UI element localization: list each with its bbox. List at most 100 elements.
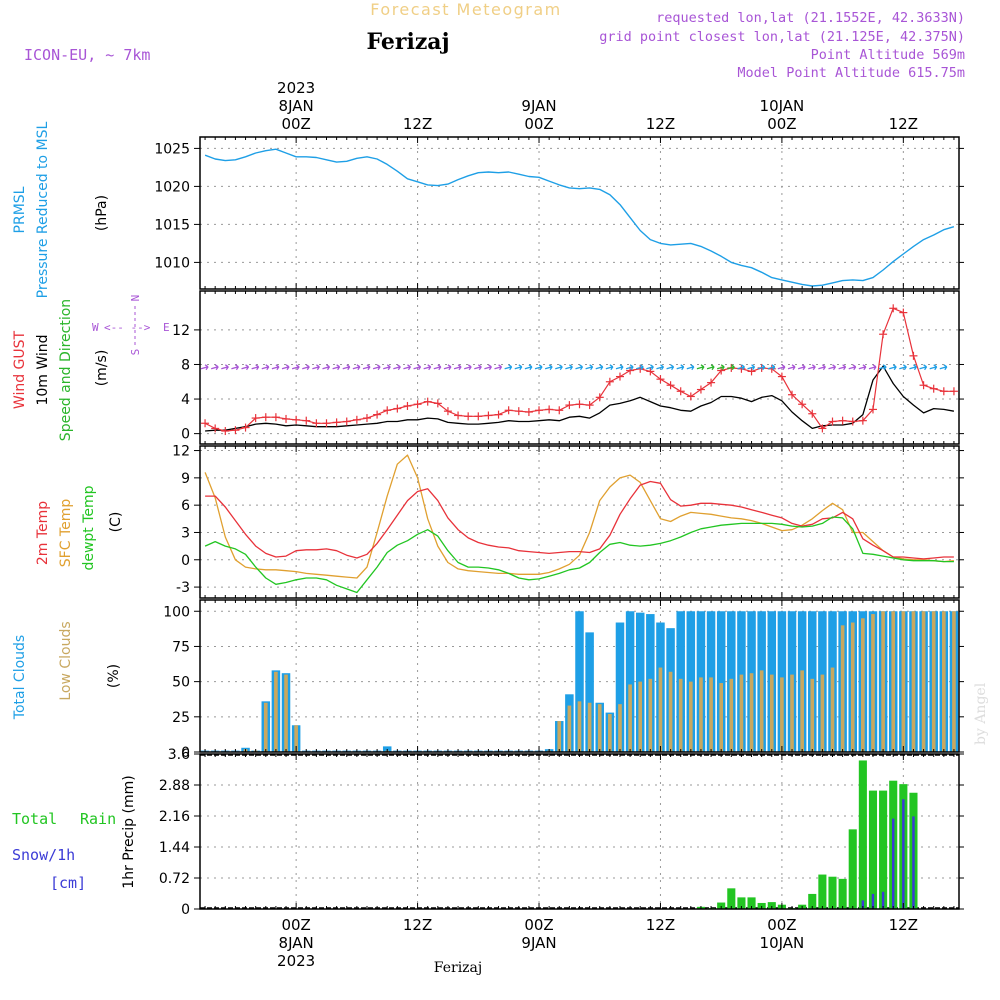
- cloud-low-bar: [618, 704, 622, 752]
- wind-label-gust: Wind GUST: [12, 330, 28, 409]
- clouds-label-total: Total Clouds: [12, 635, 28, 720]
- cloud-low-bar: [800, 670, 804, 752]
- precip-ytick-label: 2.88: [159, 778, 190, 794]
- wind-direction-arrow: [443, 364, 452, 371]
- precip-snow-bar: [912, 816, 915, 909]
- cloud-total-bar: [585, 632, 594, 752]
- wind-gust-marker: [201, 419, 210, 428]
- precip-rain-bar: [818, 874, 827, 909]
- wind-gust-marker: [696, 385, 705, 394]
- wind-label-10m: 10m Wind: [35, 334, 51, 405]
- wind-direction-arrow: [231, 364, 239, 371]
- wind-direction-arrow: [291, 364, 300, 371]
- wind-gust-marker: [383, 406, 392, 415]
- wind-gust-marker: [221, 427, 230, 436]
- wind-direction-arrow: [686, 364, 695, 371]
- wind-gust-marker: [373, 410, 382, 419]
- wind-gust-marker: [454, 411, 463, 420]
- time-label-bottom: 12Z: [403, 916, 432, 934]
- cloud-low-bar: [769, 674, 774, 752]
- wind-gust-marker: [342, 417, 351, 426]
- wind-gust-marker: [484, 411, 493, 420]
- wind-gust-marker: [879, 330, 888, 339]
- precip-snow-bar: [861, 900, 865, 909]
- precip-snow-bar: [902, 799, 905, 909]
- precip-rain-bar: [879, 790, 888, 909]
- wind-unit: (m/s): [94, 350, 110, 387]
- time-label-top: 2023: [277, 79, 315, 97]
- location-title: Ferizaj: [366, 29, 449, 55]
- wind-gust-marker: [707, 378, 716, 387]
- clouds-frame: [199, 599, 960, 753]
- wind-direction-arrow: [676, 364, 685, 371]
- wind-gust-marker: [798, 400, 807, 409]
- wind-direction-arrow: [393, 364, 401, 371]
- cloud-low-bar: [587, 702, 592, 752]
- wind-direction-arrow: [504, 364, 513, 371]
- time-label-top: 00Z: [524, 115, 553, 133]
- clouds-label-low: Low Clouds: [58, 621, 74, 700]
- cloud-low-bar: [780, 677, 784, 752]
- compass-s: S: [129, 349, 142, 356]
- wind-direction-arrow: [575, 364, 584, 371]
- wind-direction-arrow: [706, 364, 715, 371]
- compass-e: E: [163, 321, 170, 334]
- info-point-altitude: Point Altitude 569m: [811, 47, 965, 63]
- info-grid-point: grid point closest lon,lat (21.125E, 42.…: [599, 29, 965, 45]
- wind-gust-marker: [747, 367, 756, 376]
- wind-gust-marker: [524, 408, 533, 417]
- temperature-ytick-label: 6: [181, 498, 190, 514]
- cloud-low-bar: [709, 677, 713, 752]
- info-requested: requested lon,lat (21.1552E, 42.3633N): [656, 10, 965, 26]
- wind-gust-marker: [788, 390, 797, 399]
- wind-gust-marker: [423, 397, 432, 406]
- precip-rain-bar: [848, 829, 857, 909]
- wind-gust-marker: [352, 415, 361, 424]
- wind-direction-arrow: [646, 364, 654, 371]
- wind-gust-marker: [413, 400, 422, 409]
- cloud-low-bar: [688, 681, 693, 752]
- meteogram-title: Forecast Meteogram: [370, 0, 561, 19]
- precip-rain-bar: [828, 876, 837, 909]
- wind-direction-arrow: [656, 364, 665, 371]
- wind-gust-marker: [464, 412, 473, 421]
- time-label-top: 8JAN: [279, 97, 314, 115]
- wind-gust-marker: [848, 417, 857, 426]
- wind-gust-marker: [808, 409, 817, 418]
- compass-n: N: [129, 295, 142, 302]
- wind-ytick-label: 4: [181, 392, 190, 408]
- precip-rain-bar: [727, 888, 736, 909]
- wind-gust-marker: [393, 404, 402, 413]
- cloud-low-bar: [648, 678, 653, 752]
- cloud-low-bar: [820, 674, 825, 752]
- wind-direction-arrow: [848, 364, 857, 371]
- time-label-top: 12Z: [403, 115, 432, 133]
- wind-direction-arrow: [909, 364, 918, 371]
- wind-gust-marker: [666, 381, 675, 390]
- cloud-low-bar: [871, 614, 875, 752]
- wind-direction-arrow: [696, 364, 705, 371]
- wind-gust-marker: [615, 372, 624, 381]
- wind-gust-marker: [555, 406, 564, 415]
- wind-direction-arrow: [271, 364, 280, 371]
- wind-gust-marker: [282, 414, 291, 423]
- cloud-low-bar: [719, 683, 724, 752]
- wind-gust-marker: [605, 377, 614, 386]
- precip-snow-bar: [892, 818, 895, 909]
- wind-gust-marker: [474, 412, 483, 421]
- time-label-top: 00Z: [281, 115, 310, 133]
- wind-direction-arrow: [787, 364, 796, 371]
- cloud-low-bar: [921, 611, 926, 752]
- wind-gust-marker: [575, 400, 584, 409]
- wind-direction-arrow: [524, 364, 533, 371]
- temp-dewpt-line: [204, 516, 954, 594]
- wind-direction-arrow: [868, 364, 877, 371]
- wind-gust-marker: [514, 407, 523, 416]
- temp-label-sfc: SFC Temp: [58, 499, 74, 568]
- wind-gust-marker: [939, 387, 948, 396]
- wind-direction-arrow: [433, 364, 442, 371]
- clouds-unit: (%): [106, 664, 122, 688]
- wind-direction-arrow: [899, 364, 907, 371]
- time-label-top: 00Z: [767, 115, 796, 133]
- temperature-ytick-label: 0: [181, 553, 190, 569]
